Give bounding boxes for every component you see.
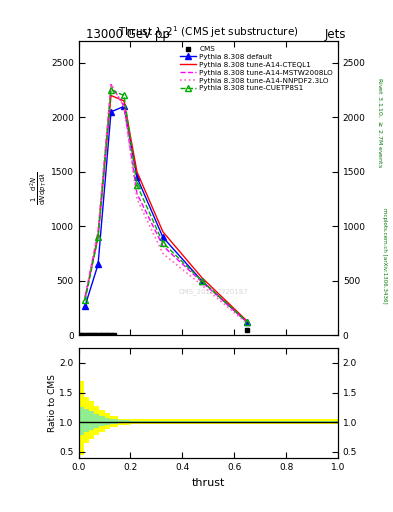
Pythia 8.308 default	[122, 103, 127, 110]
Y-axis label: $\frac{1}{\mathrm{d}N}\frac{\mathrm{d}^2N}{\mathrm{d}p_T\,\mathrm{d}\lambda}$: $\frac{1}{\mathrm{d}N}\frac{\mathrm{d}^2…	[29, 171, 50, 205]
Pythia 8.308 default	[200, 278, 204, 284]
CMS	[106, 332, 111, 338]
Line: Pythia 8.308 tune-A14-NNPDF2.3LO: Pythia 8.308 tune-A14-NNPDF2.3LO	[85, 84, 247, 324]
Text: Rivet 3.1.10, $\geq$ 2.7M events: Rivet 3.1.10, $\geq$ 2.7M events	[375, 77, 383, 168]
Pythia 8.308 tune-CUETP8S1	[200, 278, 204, 284]
Line: Pythia 8.308 default: Pythia 8.308 default	[82, 103, 250, 325]
Pythia 8.308 tune-A14-NNPDF2.3LO	[245, 321, 250, 327]
CMS	[85, 332, 90, 338]
Pythia 8.308 tune-A14-MSTW2008LO	[161, 243, 165, 249]
Text: CMS_2021_??20187: CMS_2021_??20187	[178, 288, 248, 294]
Pythia 8.308 default	[96, 262, 101, 268]
Pythia 8.308 tune-A14-MSTW2008LO	[135, 190, 140, 197]
Pythia 8.308 default	[83, 303, 88, 309]
Pythia 8.308 tune-A14-MSTW2008LO	[96, 229, 101, 235]
Text: Jets: Jets	[324, 28, 346, 41]
Pythia 8.308 tune-A14-CTEQL1	[122, 98, 127, 104]
Line: Pythia 8.308 tune-A14-MSTW2008LO: Pythia 8.308 tune-A14-MSTW2008LO	[85, 84, 247, 322]
Pythia 8.308 tune-CUETP8S1	[135, 182, 140, 188]
CMS	[108, 332, 114, 338]
CMS	[96, 332, 101, 338]
Title: Thrust $\lambda\_2^1$ (CMS jet substructure): Thrust $\lambda\_2^1$ (CMS jet substruct…	[118, 25, 299, 41]
Pythia 8.308 tune-A14-CTEQL1	[83, 294, 88, 300]
Pythia 8.308 tune-A14-MSTW2008LO	[200, 279, 204, 285]
Pythia 8.308 tune-A14-CTEQL1	[96, 234, 101, 240]
Pythia 8.308 tune-A14-NNPDF2.3LO	[122, 103, 127, 110]
Text: mcplots.cern.ch [arXiv:1306.3436]: mcplots.cern.ch [arXiv:1306.3436]	[382, 208, 387, 304]
Pythia 8.308 tune-A14-CTEQL1	[135, 169, 140, 175]
Y-axis label: Ratio to CMS: Ratio to CMS	[48, 374, 57, 432]
CMS	[98, 332, 103, 338]
CMS	[111, 332, 116, 338]
Pythia 8.308 tune-CUETP8S1	[96, 234, 101, 240]
Pythia 8.308 tune-CUETP8S1	[122, 92, 127, 98]
CMS	[90, 332, 95, 338]
Pythia 8.308 tune-A14-MSTW2008LO	[83, 294, 88, 300]
Pythia 8.308 tune-A14-NNPDF2.3LO	[83, 294, 88, 300]
CMS	[245, 327, 250, 333]
Pythia 8.308 default	[161, 234, 165, 240]
Pythia 8.308 tune-A14-CTEQL1	[108, 92, 114, 98]
Pythia 8.308 default	[108, 109, 114, 115]
Line: Pythia 8.308 tune-A14-CTEQL1: Pythia 8.308 tune-A14-CTEQL1	[85, 95, 247, 321]
Legend: CMS, Pythia 8.308 default, Pythia 8.308 tune-A14-CTEQL1, Pythia 8.308 tune-A14-M: CMS, Pythia 8.308 default, Pythia 8.308 …	[179, 45, 334, 93]
Line: Pythia 8.308 tune-CUETP8S1: Pythia 8.308 tune-CUETP8S1	[82, 87, 250, 325]
Pythia 8.308 default	[135, 174, 140, 180]
Pythia 8.308 tune-A14-CTEQL1	[200, 274, 204, 281]
X-axis label: thrust: thrust	[192, 478, 225, 487]
Pythia 8.308 tune-A14-NNPDF2.3LO	[96, 229, 101, 235]
Pythia 8.308 tune-CUETP8S1	[161, 240, 165, 246]
Pythia 8.308 tune-CUETP8S1	[83, 297, 88, 304]
Pythia 8.308 tune-A14-NNPDF2.3LO	[135, 196, 140, 202]
Pythia 8.308 tune-A14-CTEQL1	[245, 318, 250, 324]
Pythia 8.308 default	[245, 319, 250, 325]
Line: CMS: CMS	[78, 328, 249, 337]
Pythia 8.308 tune-A14-NNPDF2.3LO	[161, 250, 165, 257]
Pythia 8.308 tune-CUETP8S1	[245, 318, 250, 325]
CMS	[103, 332, 108, 338]
Pythia 8.308 tune-A14-CTEQL1	[161, 229, 165, 235]
CMS	[93, 332, 98, 338]
Pythia 8.308 tune-A14-MSTW2008LO	[122, 103, 127, 110]
Pythia 8.308 tune-A14-MSTW2008LO	[108, 81, 114, 88]
CMS	[77, 332, 82, 338]
CMS	[80, 332, 85, 338]
Pythia 8.308 tune-A14-MSTW2008LO	[245, 319, 250, 325]
Text: 13000 GeV pp: 13000 GeV pp	[86, 28, 170, 41]
Pythia 8.308 tune-A14-NNPDF2.3LO	[108, 81, 114, 88]
CMS	[83, 332, 88, 338]
Pythia 8.308 tune-A14-NNPDF2.3LO	[200, 282, 204, 288]
Pythia 8.308 tune-CUETP8S1	[108, 87, 114, 93]
CMS	[88, 332, 93, 338]
CMS	[101, 332, 106, 338]
